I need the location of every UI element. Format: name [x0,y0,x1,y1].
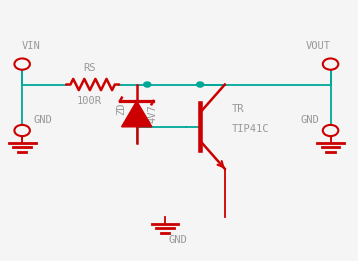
Polygon shape [122,101,152,127]
Text: VOUT: VOUT [305,41,330,51]
Text: TR: TR [232,104,245,114]
Text: RS: RS [83,63,95,73]
Text: GND: GND [33,115,52,125]
Circle shape [144,82,151,87]
Text: GND: GND [300,115,319,125]
Text: 100R: 100R [77,96,102,106]
Text: 4V7: 4V7 [147,104,157,123]
Text: GND: GND [168,235,187,245]
Text: ZD: ZD [116,103,126,115]
Text: VIN: VIN [22,41,41,51]
Circle shape [197,82,204,87]
Text: TIP41C: TIP41C [232,124,269,134]
